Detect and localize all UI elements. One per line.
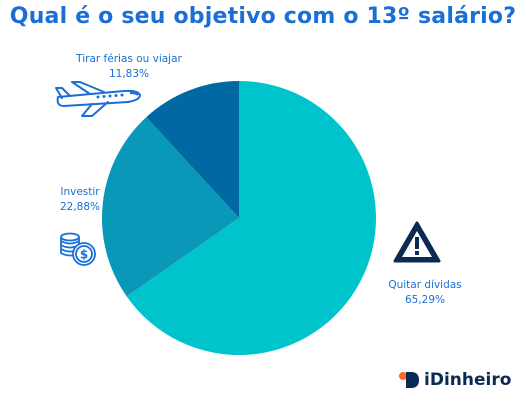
svg-text:$: $: [80, 248, 88, 262]
label-debt-name: Quitar dívidas: [388, 279, 462, 291]
label-debt: Quitar dívidas 65,29%: [373, 278, 477, 308]
slice-quitar-dividas: [126, 81, 377, 355]
brand-logo-icon: [399, 372, 419, 388]
brand-logo: iDinheiro: [398, 370, 511, 390]
brand-name: iDinheiro: [424, 370, 512, 390]
warning-icon: [393, 221, 441, 263]
slice-tirar-ferias: [146, 81, 239, 218]
label-invest-name: Investir: [60, 186, 100, 198]
slice-investir: [101, 117, 240, 297]
label-invest-value: 22,88%: [59, 201, 101, 213]
label-travel: Tirar férias ou viajar 11,83%: [62, 52, 196, 82]
label-travel-value: 11,83%: [108, 68, 150, 80]
label-debt-value: 65,29%: [404, 294, 446, 306]
coins-icon: $: [60, 232, 96, 266]
airplane-icon: [55, 81, 141, 117]
label-travel-name: Tirar férias ou viajar: [76, 53, 182, 65]
label-invest: Investir 22,88%: [48, 185, 112, 215]
chart-title: Qual é o seu objetivo com o 13º salário?: [9, 4, 517, 29]
